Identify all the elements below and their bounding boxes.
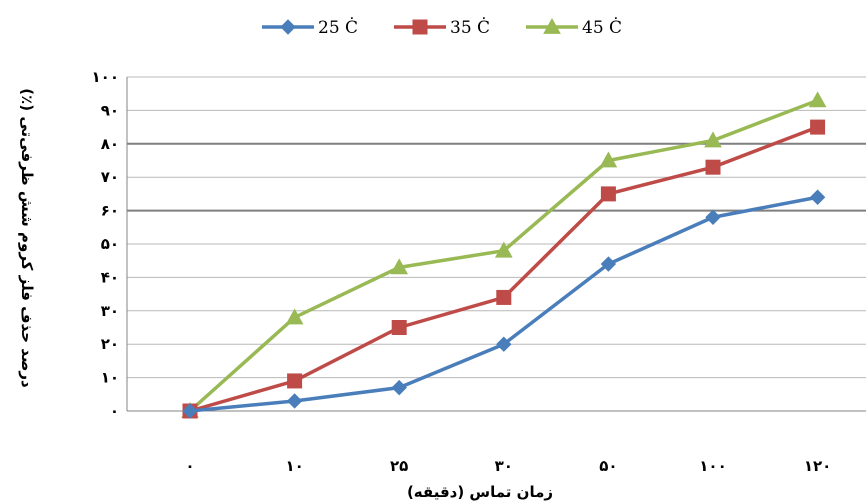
data-point — [391, 320, 407, 335]
data-point — [391, 379, 407, 396]
y-tick-label: ۹۰ — [101, 101, 119, 119]
y-tick-label: ۶۰ — [101, 202, 119, 220]
data-point — [704, 131, 722, 148]
data-point — [182, 403, 198, 419]
y-tick-label: ۲۰ — [101, 335, 119, 353]
data-point — [496, 289, 512, 305]
x-tick-label: ۱۰ — [285, 457, 303, 475]
x-tick-label: ۲۵ — [390, 457, 408, 475]
legend-label: 45 Ċ — [582, 17, 622, 38]
y-tick-labels: ۰ ۱۰ ۲۰ ۳۰ ۴۰ ۵۰ ۶۰ ۷۰ ۸۰ ۹۰ ۱۰۰ — [92, 68, 119, 420]
data-point — [390, 258, 409, 275]
x-tick-label: ۳۰ — [495, 457, 513, 475]
x-tick-labels: ۰ ۱۰ ۲۵ ۳۰ ۵۰ ۱۰۰ ۱۲۰ — [185, 457, 831, 475]
data-point — [285, 308, 304, 325]
x-tick-label: ۵۰ — [599, 457, 617, 475]
y-tick-label: ۸۰ — [101, 135, 119, 153]
y-tick-label: ۱۰۰ — [92, 68, 119, 86]
legend-label: 25 Ċ — [318, 17, 358, 38]
gridlines — [127, 76, 866, 379]
legend-label: 35 Ċ — [450, 17, 490, 38]
y-tick-label: ۵۰ — [101, 235, 119, 253]
series-35 — [182, 119, 826, 419]
x-tick-label: ۰ — [185, 457, 194, 475]
data-point — [496, 336, 512, 352]
series-25 — [182, 189, 826, 419]
legend: 25 Ċ 35 Ċ 45 Ċ — [262, 17, 622, 38]
x-tick-label: ۱۰۰ — [699, 457, 726, 475]
legend-item: 25 Ċ — [262, 17, 358, 38]
data-point — [286, 393, 303, 409]
x-axis-title: زمان تماس (دقیقه) — [407, 483, 553, 501]
data-point — [808, 91, 827, 108]
series-group — [181, 91, 827, 419]
legend-marker — [280, 19, 296, 35]
y-axis-title: درصد حذف فلز کروم شش ظرفی‌تی (٪) — [18, 88, 36, 388]
data-point — [600, 186, 616, 202]
data-point — [705, 159, 721, 175]
axes — [126, 77, 866, 412]
y-tick-label: ۳۰ — [101, 302, 119, 320]
legend-item: 35 Ċ — [394, 17, 490, 38]
y-tick-label: ۷۰ — [101, 168, 119, 186]
y-tick-label: ۱۰ — [101, 369, 119, 387]
y-tick-label: ۴۰ — [101, 268, 119, 286]
legend-marker — [412, 19, 428, 35]
y-tick-label: ۰ — [110, 402, 119, 420]
series-45 — [181, 91, 827, 418]
data-point — [705, 209, 721, 225]
data-point — [600, 256, 617, 272]
data-point — [809, 189, 826, 205]
legend-item: 45 Ċ — [526, 17, 622, 38]
x-tick-label: ۱۲۰ — [804, 457, 831, 475]
legend-marker — [543, 17, 561, 34]
data-point — [599, 151, 618, 168]
data-point — [287, 373, 303, 389]
data-point — [494, 241, 513, 258]
series-line — [189, 125, 819, 413]
data-point — [810, 119, 826, 135]
